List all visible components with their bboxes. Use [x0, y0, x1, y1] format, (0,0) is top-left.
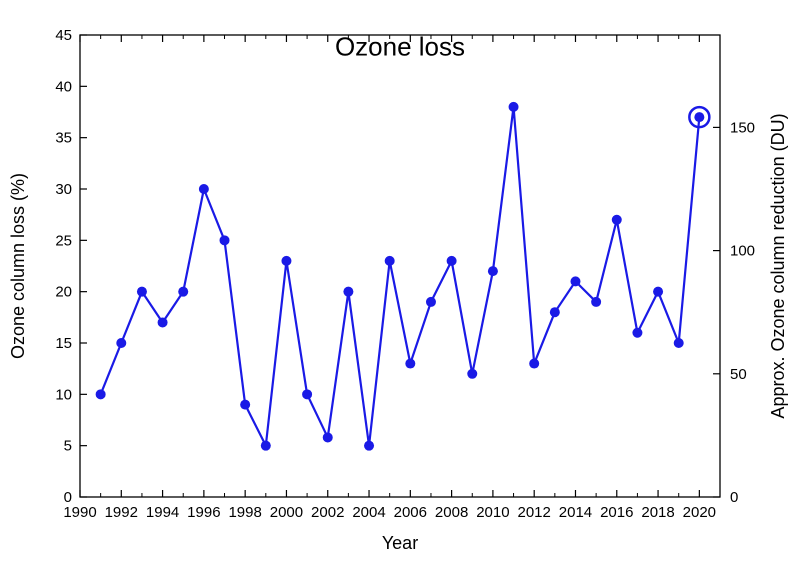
- data-marker: [302, 389, 312, 399]
- data-marker: [570, 276, 580, 286]
- y-left-tick-label: 40: [55, 78, 72, 95]
- x-tick-label: 2010: [476, 504, 509, 521]
- y-left-tick-label: 30: [55, 181, 72, 198]
- data-marker: [488, 266, 498, 276]
- x-tick-label: 1992: [105, 504, 138, 521]
- data-marker: [240, 400, 250, 410]
- data-marker: [529, 359, 539, 369]
- y-right-tick-label: 50: [730, 366, 747, 383]
- data-marker: [405, 359, 415, 369]
- y-right-axis-label: Approx. Ozone column reduction (DU): [768, 113, 788, 418]
- x-tick-label: 2012: [518, 504, 551, 521]
- x-tick-label: 2000: [270, 504, 303, 521]
- data-line: [101, 107, 700, 446]
- x-tick-label: 1998: [228, 504, 261, 521]
- chart-title: Ozone loss: [335, 32, 465, 62]
- data-marker: [426, 297, 436, 307]
- y-left-tick-label: 35: [55, 130, 72, 147]
- y-left-tick-label: 10: [55, 386, 72, 403]
- data-marker: [323, 432, 333, 442]
- data-marker: [343, 287, 353, 297]
- data-marker: [158, 317, 168, 327]
- y-right-tick-label: 0: [730, 489, 738, 506]
- data-marker: [364, 441, 374, 451]
- data-marker: [199, 184, 209, 194]
- data-marker: [447, 256, 457, 266]
- x-tick-label: 2020: [683, 504, 716, 521]
- data-marker: [261, 441, 271, 451]
- plot-frame: [80, 35, 720, 497]
- x-tick-label: 2008: [435, 504, 468, 521]
- x-tick-label: 2018: [641, 504, 674, 521]
- y-left-tick-label: 45: [55, 27, 72, 44]
- data-marker: [632, 328, 642, 338]
- data-marker: [281, 256, 291, 266]
- x-tick-label: 2006: [394, 504, 427, 521]
- x-tick-label: 2004: [352, 504, 385, 521]
- y-left-tick-label: 0: [64, 489, 72, 506]
- data-marker: [674, 338, 684, 348]
- x-axis-label: Year: [382, 533, 418, 553]
- data-marker: [509, 102, 519, 112]
- data-marker: [116, 338, 126, 348]
- y-left-axis-label: Ozone column loss (%): [8, 173, 28, 359]
- chart-root: 1990199219941996199820002002200420062008…: [0, 0, 800, 567]
- data-marker: [694, 112, 704, 122]
- data-marker: [591, 297, 601, 307]
- data-marker: [653, 287, 663, 297]
- ozone-loss-chart: 1990199219941996199820002002200420062008…: [0, 0, 800, 567]
- x-tick-label: 1990: [63, 504, 96, 521]
- y-left-tick-label: 20: [55, 284, 72, 301]
- x-tick-label: 1994: [146, 504, 179, 521]
- data-marker: [220, 235, 230, 245]
- data-marker: [137, 287, 147, 297]
- data-marker: [178, 287, 188, 297]
- x-tick-label: 2002: [311, 504, 344, 521]
- x-tick-label: 2014: [559, 504, 592, 521]
- y-right-tick-label: 100: [730, 243, 755, 260]
- x-tick-label: 1996: [187, 504, 220, 521]
- data-marker: [467, 369, 477, 379]
- data-marker: [612, 215, 622, 225]
- data-marker: [96, 389, 106, 399]
- y-left-tick-label: 5: [64, 438, 72, 455]
- y-right-tick-label: 150: [730, 119, 755, 136]
- y-left-tick-label: 25: [55, 232, 72, 249]
- x-tick-label: 2016: [600, 504, 633, 521]
- data-marker: [550, 307, 560, 317]
- data-marker: [385, 256, 395, 266]
- y-left-tick-label: 15: [55, 335, 72, 352]
